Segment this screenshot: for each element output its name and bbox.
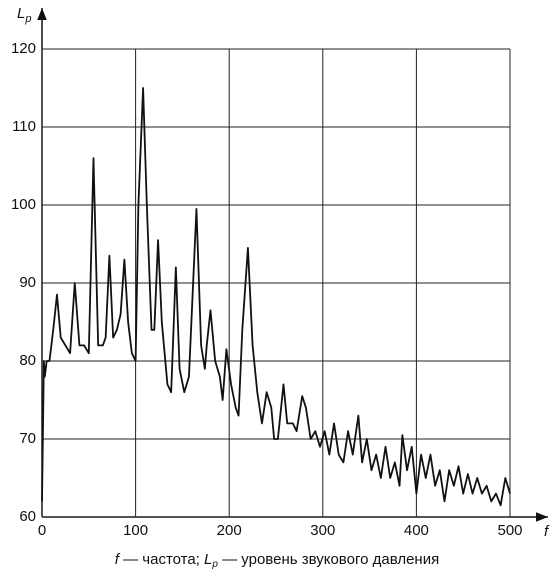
x-tick-label: 400 bbox=[404, 522, 429, 539]
x-tick-label: 500 bbox=[497, 522, 522, 539]
y-tick-label: 110 bbox=[12, 118, 36, 135]
y-tick-label: 60 bbox=[19, 508, 36, 525]
y-axis-label: Lp bbox=[17, 5, 31, 25]
data-line bbox=[41, 87, 511, 507]
y-tick-label: 80 bbox=[19, 352, 36, 369]
y-tick-label: 90 bbox=[19, 274, 36, 291]
x-tick-label: 100 bbox=[123, 522, 148, 539]
y-tick-label: 100 bbox=[11, 196, 36, 213]
x-tick-label: 0 bbox=[38, 522, 46, 539]
y-tick-label: 120 bbox=[11, 40, 36, 57]
x-axis-label: f bbox=[544, 523, 550, 540]
x-tick-label: 200 bbox=[217, 522, 242, 539]
caption: f — частота; Lp — уровень звукового давл… bbox=[115, 551, 439, 570]
x-tick-label: 300 bbox=[310, 522, 335, 539]
y-tick-label: 70 bbox=[19, 430, 36, 447]
